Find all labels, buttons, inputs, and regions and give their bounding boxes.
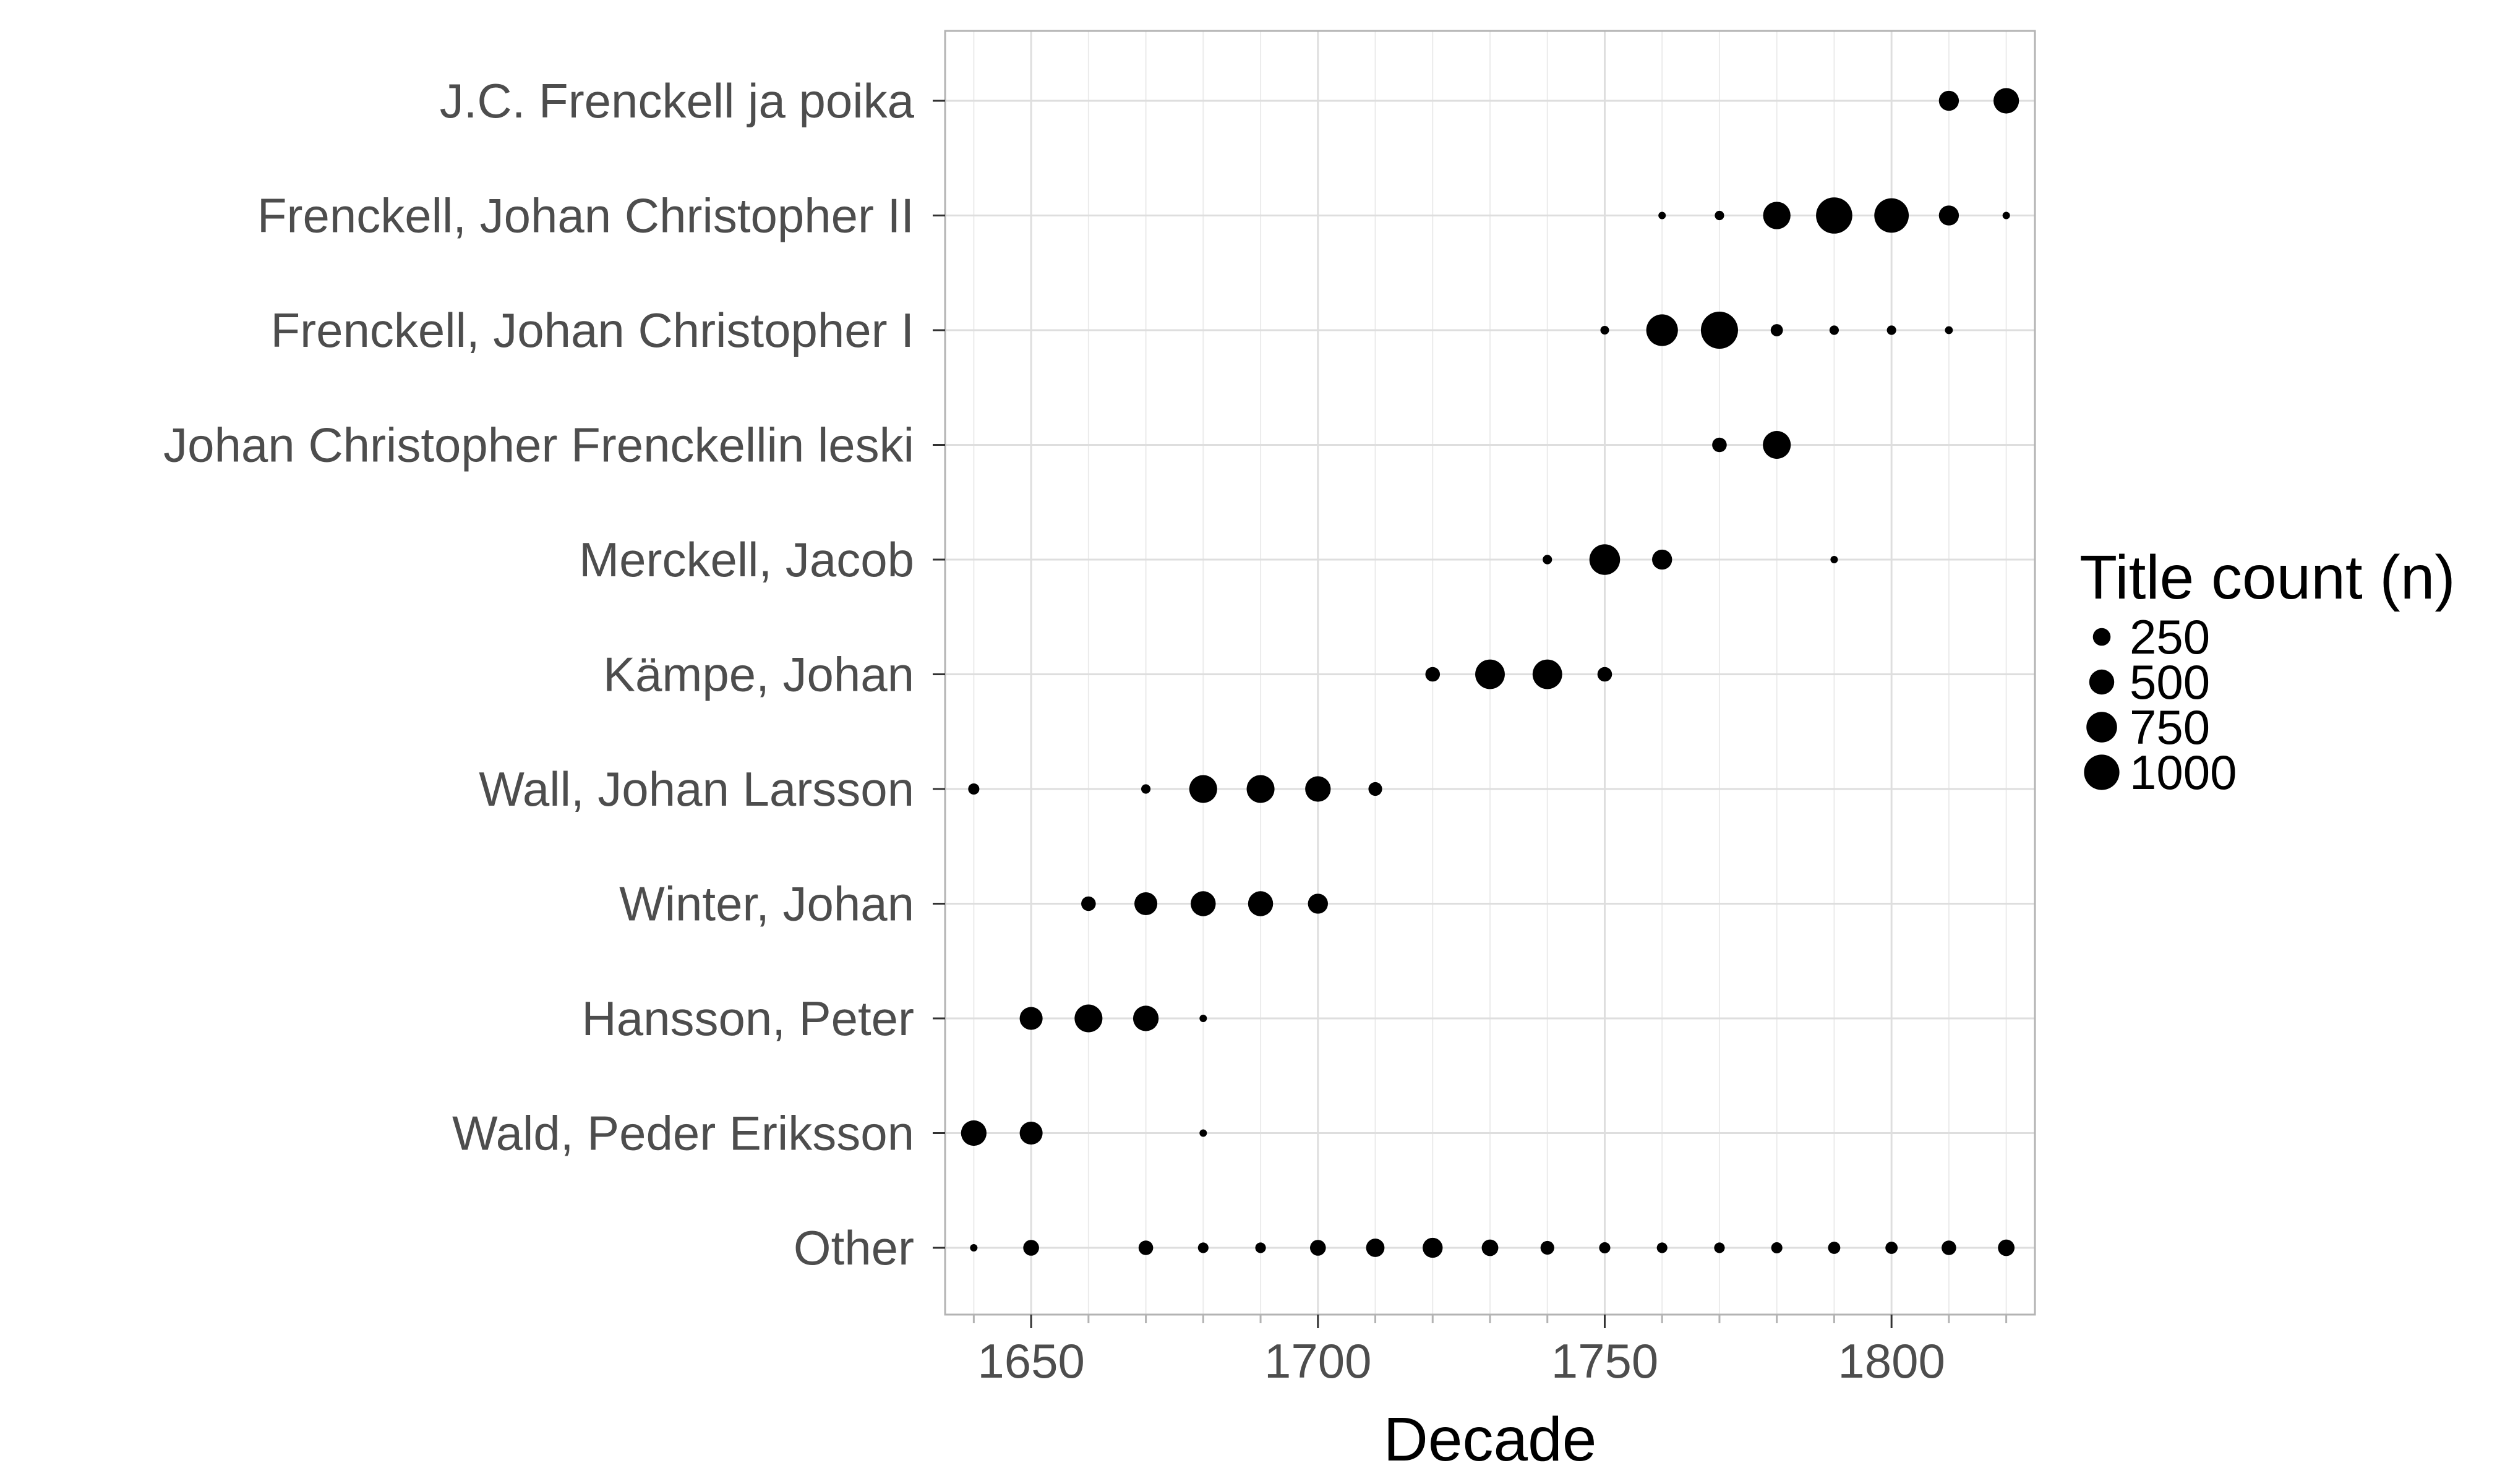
data-point [1945, 326, 1953, 335]
y-tick-label: Frenckell, Johan Christopher I [271, 303, 914, 357]
data-point [1199, 1015, 1207, 1022]
y-tick-label: Hansson, Peter [581, 991, 914, 1046]
data-point [1828, 1242, 1841, 1254]
y-tick-label: Wall, Johan Larsson [479, 762, 914, 816]
data-point [1023, 1240, 1039, 1256]
y-tick-label: Winter, Johan [619, 877, 914, 931]
data-points [961, 88, 2019, 1258]
legend-key [2092, 628, 2111, 646]
data-point [1715, 210, 1724, 221]
x-tick-label: 1650 [977, 1334, 1085, 1388]
data-point [1874, 198, 1909, 233]
data-point [1255, 1242, 1266, 1253]
data-point [1938, 90, 1959, 111]
legend-label: 500 [2130, 655, 2210, 709]
data-point [1712, 437, 1727, 453]
data-point [1305, 776, 1331, 802]
data-point [1481, 1239, 1499, 1256]
data-point [1886, 325, 1896, 335]
data-point [1589, 544, 1621, 575]
y-tick-label: Wald, Peder Eriksson [452, 1106, 914, 1161]
y-tick-label: Other [794, 1221, 914, 1275]
legend-key [2086, 712, 2117, 743]
x-axis: 1650 1700 1750 1800 [972, 1315, 2008, 1388]
data-point [1475, 659, 1505, 689]
data-point [1199, 1129, 1207, 1137]
data-point [1425, 667, 1441, 682]
data-point [1423, 1237, 1443, 1258]
x-tick-label: 1700 [1264, 1334, 1372, 1388]
legend-key [2089, 669, 2115, 695]
legend-title: Title count (n) [2079, 543, 2456, 612]
data-point [1829, 325, 1839, 335]
legend-label: 750 [2130, 700, 2210, 754]
data-point [1600, 325, 1609, 335]
data-point [1770, 324, 1783, 336]
data-point [1074, 1004, 1103, 1033]
data-point [1019, 1007, 1043, 1030]
data-point [1714, 1242, 1725, 1253]
data-point [1138, 1240, 1154, 1255]
data-point [1540, 1240, 1554, 1255]
data-point [1942, 1240, 1956, 1255]
data-point [1081, 896, 1096, 911]
x-tick-label: 1800 [1838, 1334, 1945, 1388]
data-point [1700, 312, 1738, 349]
data-point [1938, 205, 1959, 226]
data-point [1246, 775, 1275, 803]
data-point [1309, 1240, 1326, 1256]
data-point [1532, 659, 1562, 689]
y-tick-label: J.C. Frenckell ja poika [440, 74, 915, 128]
data-point [1652, 549, 1672, 570]
legend-label: 250 [2130, 610, 2210, 664]
data-point [1646, 314, 1678, 346]
data-point [1763, 430, 1791, 459]
y-tick-label: Johan Christopher Frenckellin leski [163, 418, 914, 472]
data-point [1134, 892, 1158, 916]
data-point [1366, 1239, 1385, 1257]
data-point [961, 1120, 987, 1146]
data-point [970, 1244, 978, 1252]
legend-label: 1000 [2130, 745, 2237, 800]
data-point [2002, 211, 2010, 220]
y-tick-label: Kämpe, Johan [603, 647, 914, 702]
data-point [1830, 556, 1838, 563]
data-point [1189, 775, 1217, 803]
data-point [1197, 1242, 1209, 1253]
x-axis-title: Decade [1384, 1405, 1597, 1474]
data-point [1141, 784, 1151, 794]
data-point [1658, 211, 1666, 220]
data-point [1771, 1242, 1783, 1254]
data-point [1597, 667, 1612, 682]
x-tick-label: 1750 [1551, 1334, 1659, 1388]
data-point [1885, 1242, 1898, 1254]
data-point [1191, 891, 1216, 916]
plot-panel [944, 30, 2036, 1316]
data-point [1133, 1005, 1159, 1031]
data-point [1656, 1242, 1668, 1253]
data-point [1368, 782, 1382, 796]
y-tick-label: Merckell, Jacob [579, 532, 914, 587]
data-point [1998, 1239, 2015, 1256]
data-point [1248, 891, 1274, 916]
data-point [1816, 197, 1852, 234]
data-point [1019, 1121, 1043, 1145]
data-point [1543, 555, 1552, 565]
legend-key [2084, 754, 2120, 790]
data-point [1763, 202, 1791, 229]
data-point [1308, 893, 1328, 914]
data-point [1993, 88, 2019, 114]
y-tick-label: Frenckell, Johan Christopher II [257, 189, 914, 243]
data-point [1599, 1242, 1611, 1254]
y-axis: J.C. Frenckell ja poika Frenckell, Johan … [163, 74, 945, 1275]
data-point [968, 783, 980, 795]
